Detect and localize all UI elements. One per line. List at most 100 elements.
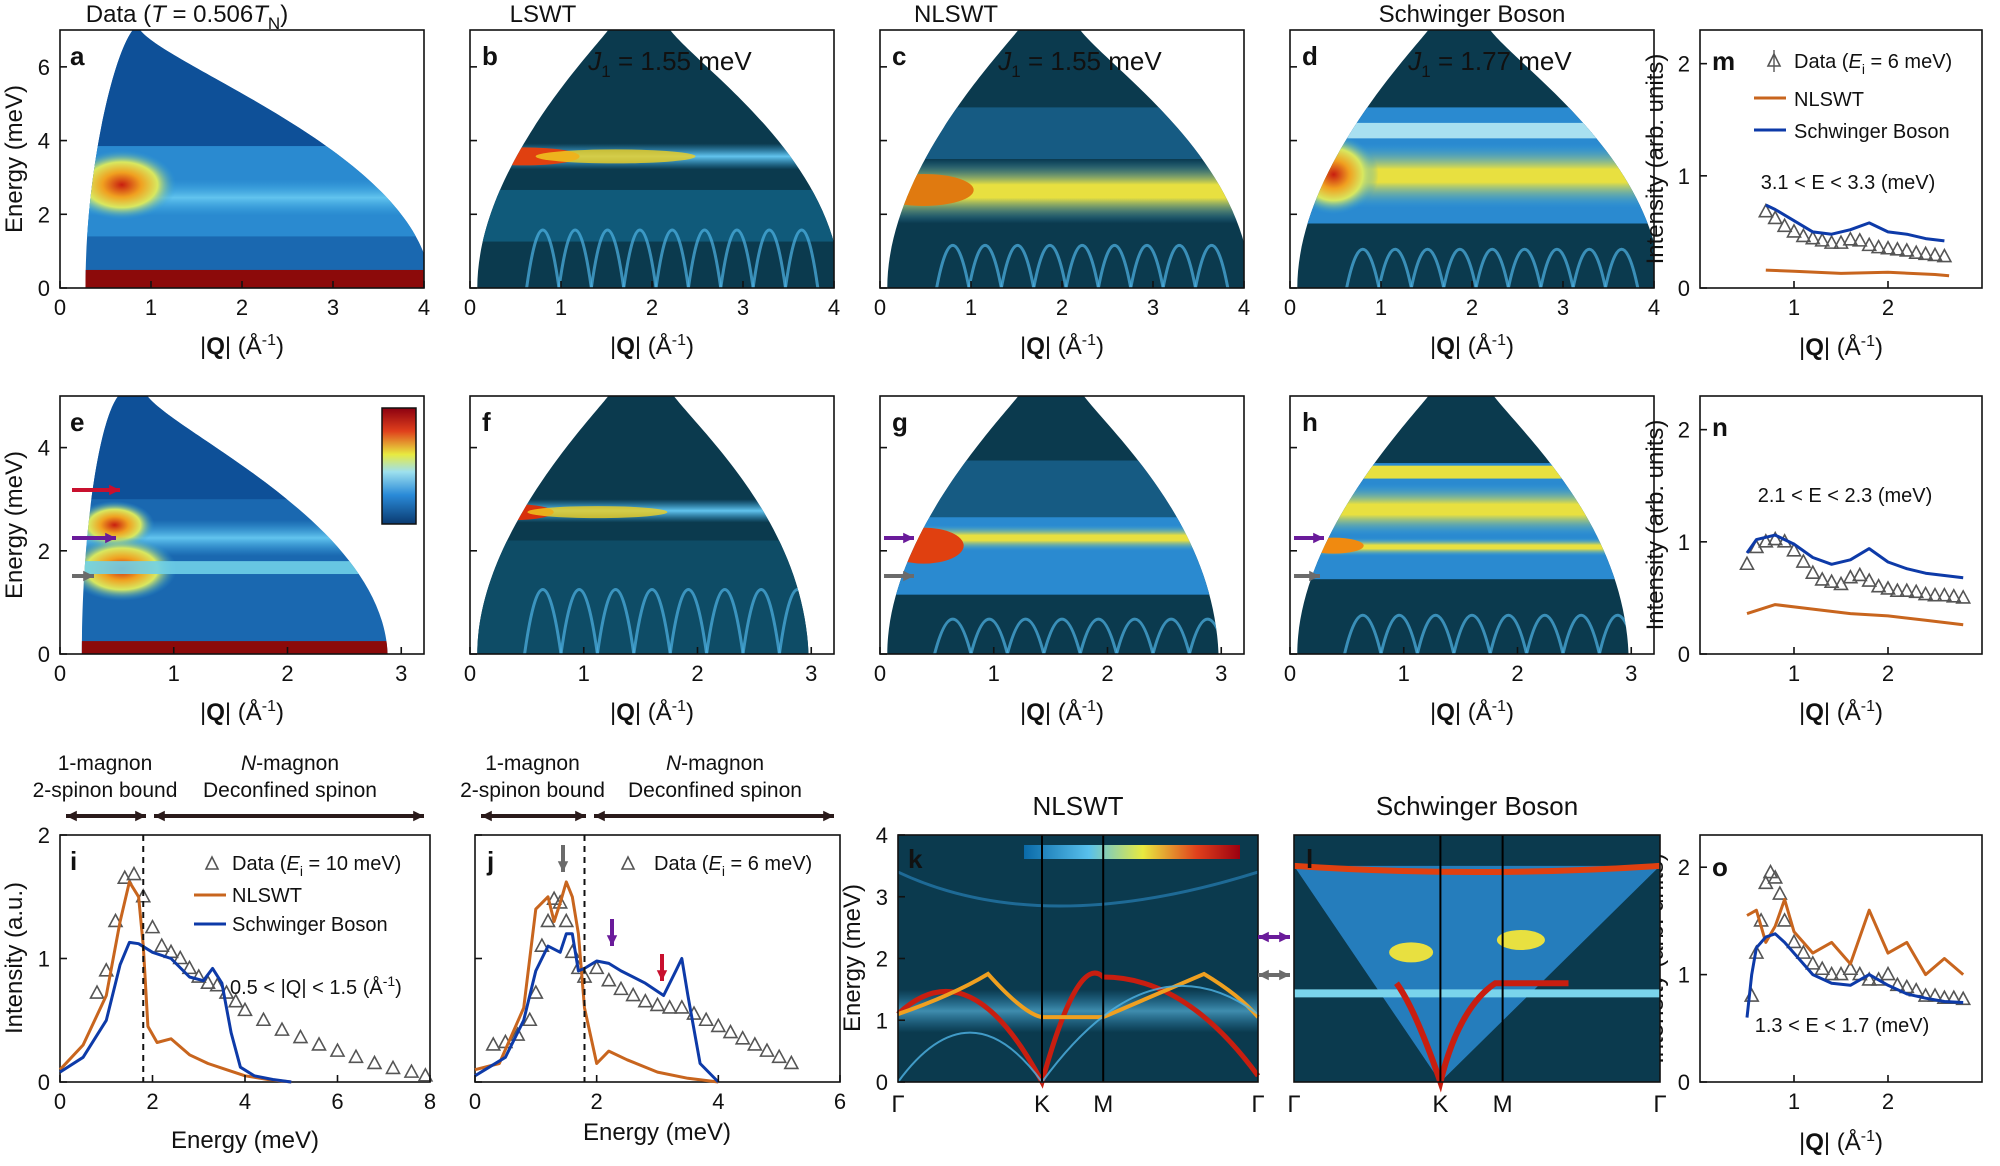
data-point: [588, 959, 605, 975]
y-tick-label: 0: [876, 1070, 888, 1095]
heatmap-fill-f: [477, 396, 809, 654]
arc-h: [1343, 614, 1383, 654]
legend-nlswt-m: NLSWT: [1794, 89, 1864, 111]
q-label-end: ): [1096, 699, 1104, 726]
x-tick-label: 2: [236, 295, 248, 320]
data-point: [1927, 246, 1943, 262]
continuum-l: [1294, 865, 1660, 1082]
q-axis-label-d: |Q| (Å-1): [1430, 332, 1514, 360]
axes-frame-f: [469, 395, 835, 655]
panel-label-k: k: [908, 844, 923, 874]
x-tick-label: 2: [1882, 295, 1894, 320]
panel-label-i: i: [70, 846, 77, 876]
q-label-end: ): [1096, 333, 1104, 360]
legend-data-m-1: Data (: [1794, 51, 1849, 73]
panel-label-c: c: [892, 41, 906, 71]
data-point: [1767, 530, 1784, 546]
j1-annotation-d: J1 = 1.77 meV: [1407, 46, 1572, 81]
q-label-end: ): [1875, 699, 1883, 726]
title-a-T2: T: [253, 1, 270, 28]
panel-label-m: m: [1712, 46, 1735, 76]
y-axis-label-m: Intensity (arb. units): [1642, 54, 1669, 265]
y-tick-label: 0: [38, 1070, 50, 1095]
panel-label-o: o: [1712, 852, 1728, 882]
y-tick-label: 0: [38, 276, 50, 301]
data-point: [1861, 971, 1878, 986]
j1-annotation-b: J1 = 1.55 meV: [587, 46, 752, 81]
elastic-line: [85, 269, 424, 288]
y-axis-label-i: Intensity (a.u.): [1, 882, 28, 1034]
data-point: [534, 937, 550, 952]
heatmap-panel-f: [469, 395, 835, 655]
y-tick-label: 4: [38, 129, 50, 154]
hot-d: [1297, 134, 1379, 215]
bz-tick-gamma2: Γ: [1251, 1091, 1264, 1118]
arc-d: [1539, 248, 1575, 288]
band-i-arrow-left-head: [135, 810, 146, 822]
q-label-bar: |: [1020, 699, 1026, 726]
data-point: [1786, 542, 1802, 557]
arrow-purple-h-head: [1313, 532, 1324, 544]
data-point: [710, 1017, 727, 1033]
j1-annotation-c: J1 = 1.55 meV: [997, 46, 1162, 81]
arc-h: [1525, 614, 1565, 654]
band-i-two-spinon: 2-spinon bound: [33, 779, 178, 802]
q-label-end: ): [686, 333, 694, 360]
arc-h: [1415, 614, 1456, 654]
q-label-exp: -1: [262, 698, 276, 715]
data-point: [1880, 965, 1896, 981]
q-label-bar: |: [610, 333, 616, 360]
legend-sub: i: [1862, 61, 1865, 77]
q-label-exp: -1: [1861, 698, 1875, 715]
data-point: [98, 962, 115, 977]
arc-c: [967, 243, 1003, 288]
q-label-bar: |: [1799, 334, 1805, 361]
arc-b: [654, 228, 690, 288]
data-point: [1739, 555, 1755, 571]
j1-symbol: J: [997, 46, 1012, 76]
arc-h: [1452, 614, 1492, 654]
y-tick-label: 6: [38, 55, 50, 80]
band-i-arrow-right-head: [154, 810, 165, 822]
panel-label-j: j: [486, 846, 494, 876]
q-label-bar: |: [1799, 1129, 1805, 1156]
schwinger-boson-line: [1745, 533, 1964, 580]
arc-h: [1379, 614, 1419, 654]
x-tick-label: 0: [54, 295, 66, 320]
y-tick-label: 3: [876, 885, 888, 910]
magnon-branch-1: [896, 970, 1261, 1089]
arc-b: [751, 228, 787, 288]
arc-h: [1561, 614, 1601, 654]
y-tick-label: 2: [1678, 855, 1690, 880]
heatmap-fill-b: [477, 30, 834, 288]
data-point: [1772, 885, 1788, 900]
data-point: [746, 1036, 763, 1051]
y-axis-label-n: Intensity (arb. units): [1642, 420, 1669, 631]
data-point: [144, 918, 161, 934]
range-i-text: 0.5 < |Q| < 1.5 (Å: [230, 976, 383, 999]
yellow-spot-1: [1389, 942, 1434, 963]
data-point: [558, 912, 575, 928]
y-tick-label: 1: [1678, 530, 1690, 555]
y-tick-label: 0: [1678, 276, 1690, 301]
y-tick-label: 0: [38, 642, 50, 667]
data-point: [1889, 582, 1906, 597]
j1-sub: 1: [1011, 62, 1020, 81]
y-axis-label-a: Energy (meV): [1, 85, 28, 233]
arc-d: [1474, 248, 1510, 288]
q-label-unit: | (Å: [1455, 698, 1492, 726]
arc-b: [686, 228, 723, 288]
arc-g: [969, 617, 1009, 654]
y-tick-label: 2: [38, 539, 50, 564]
j1-value: = 1.77 meV: [1431, 46, 1573, 76]
data-point: [771, 1048, 788, 1064]
x-axis-label-j: Energy (meV): [583, 1119, 731, 1146]
data-point: [1917, 245, 1934, 261]
y-tick-label: 1: [876, 1008, 888, 1033]
q-label-end: ): [276, 333, 284, 360]
upper-band-d: [1297, 122, 1654, 139]
q-label-unit: | (Å: [1455, 332, 1492, 360]
title-k: NLSWT: [1033, 791, 1124, 821]
bz-tick-k: K: [1432, 1091, 1448, 1118]
arc-g: [933, 617, 973, 654]
